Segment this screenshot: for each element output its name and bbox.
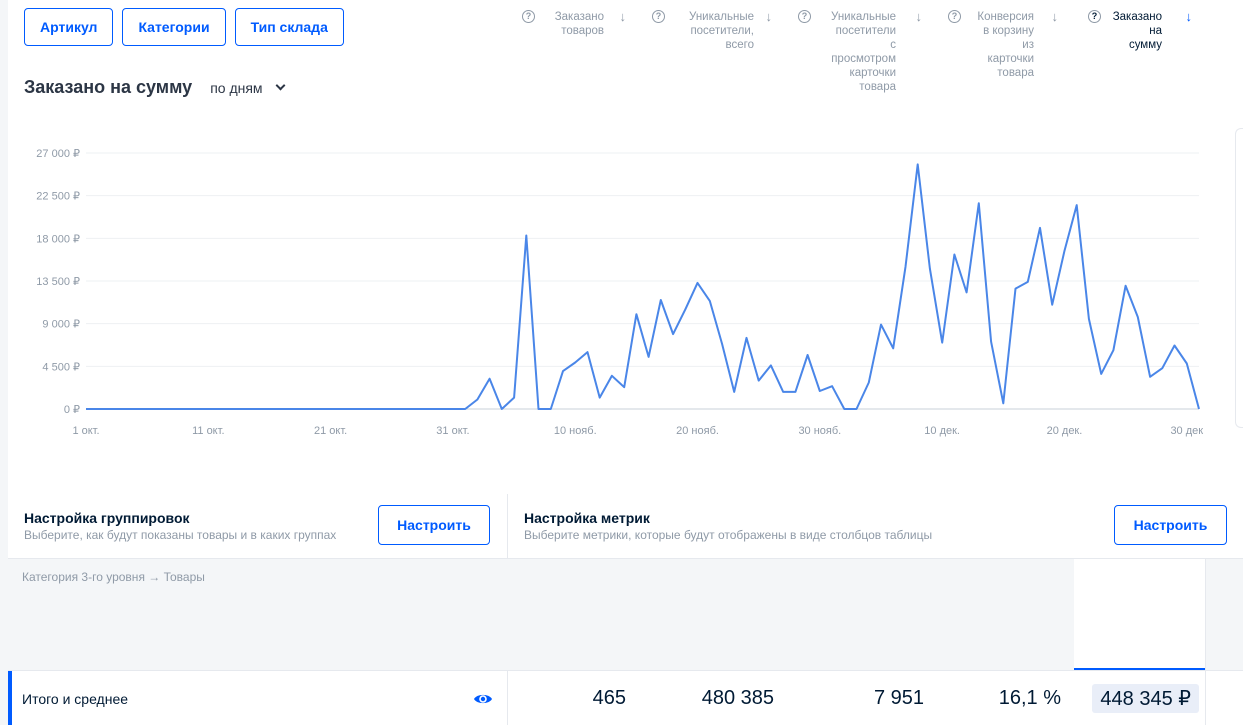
help-icon[interactable]: ? [798, 10, 811, 23]
y-tick-label: 27 000 ₽ [36, 148, 80, 160]
x-tick-label: 20 дек. [1047, 425, 1083, 437]
column-header-unique-visitors[interactable]: ? Уникальные посетители, всего ↓ [652, 10, 780, 52]
chart-header: Заказано на сумму по дням [24, 77, 286, 98]
table-row-total[interactable]: Итого и среднее 465 480 385 7 951 16,1 %… [8, 670, 1243, 725]
column-label: Заказано на сумму [1112, 11, 1162, 51]
active-column-bg [1074, 559, 1205, 670]
x-tick-label: 10 дек. [924, 425, 960, 437]
x-tick-label: 31 окт. [436, 425, 469, 437]
sort-arrow-icon[interactable]: ↓ [1051, 9, 1059, 24]
column-label: Заказано товаров [554, 11, 604, 37]
chart-side-panel [1235, 128, 1243, 428]
filter-article[interactable]: Артикул [24, 8, 114, 46]
sort-arrow-icon[interactable]: ↓ [765, 9, 773, 24]
period-select[interactable]: по дням [210, 79, 286, 96]
x-tick-label: 11 окт. [192, 425, 224, 437]
column-header-visitors-card-view[interactable]: ? Уникальные посетители с просмотром кар… [798, 10, 926, 94]
column-label: Уникальные посетители с просмотром карто… [831, 11, 896, 93]
total-visitors-card-view: 7 951 [873, 687, 924, 709]
column-header-cart-conversion[interactable]: ? Конверсия в корзину из карточки товара… [948, 10, 1064, 80]
orders-sum-chart: 0 ₽ 4 500 ₽ 9 000 ₽ 13 500 ₽ 18 000 ₽ 22 500 … [36, 148, 1203, 437]
column-separator [1205, 559, 1206, 725]
y-tick-label: 4 500 ₽ [42, 361, 80, 373]
sort-arrow-icon[interactable]: ↓ [915, 9, 923, 24]
filter-warehouse-type[interactable]: Тип склада [234, 8, 344, 46]
x-tick-label: 20 нояб. [676, 425, 719, 437]
x-tick-label: 21 окт. [314, 425, 347, 437]
configure-metrics-button[interactable]: Настроить [1114, 505, 1227, 545]
eye-icon[interactable] [473, 689, 493, 709]
y-tick-label: 9 000 ₽ [42, 319, 80, 331]
total-cart-conversion: 16,1 % [998, 687, 1061, 709]
sort-arrow-icon[interactable]: ↓ [619, 9, 627, 24]
x-tick-label: 30 нояб. [798, 425, 841, 437]
metric-settings-title: Настройка метрик [524, 510, 650, 526]
period-label: по дням [210, 79, 263, 96]
metric-settings-subtitle: Выберите метрики, которые будут отображе… [524, 528, 933, 542]
left-edge [0, 0, 8, 725]
y-tick-label: 0 ₽ [64, 404, 80, 416]
group-settings: Настройка группировок Выберите, как буду… [24, 510, 336, 542]
total-ordered-items: 465 [592, 687, 626, 709]
series-line [86, 163, 1200, 410]
x-tick-label: 10 нояб. [554, 425, 597, 437]
x-tick-label: 30 дек [1170, 425, 1203, 437]
column-header-ordered-items[interactable]: ? Заказано товаров ↓ [522, 10, 630, 38]
chart-title: Заказано на сумму [24, 77, 193, 97]
table-header: Категория 3-го уровня → Товары [8, 558, 1243, 670]
filter-bar: Артикул Категории Тип склада [24, 8, 344, 46]
filter-categories[interactable]: Категории [122, 8, 226, 46]
sort-arrow-active-icon[interactable]: ↓ [1185, 9, 1193, 24]
column-label: Уникальные посетители, всего [689, 11, 754, 51]
total-ordered-sum: 448 345 ₽ [1092, 684, 1199, 713]
metric-settings: Настройка метрик Выберите метрики, котор… [524, 510, 932, 542]
configure-groups-button[interactable]: Настроить [378, 505, 490, 545]
total-row-label: Итого и среднее [22, 691, 129, 707]
x-tick-label: 1 окт. [72, 425, 99, 437]
total-unique-visitors: 480 385 [701, 687, 774, 709]
column-label: Конверсия в корзину из карточки товара [977, 11, 1034, 79]
y-tick-label: 22 500 ₽ [36, 191, 80, 203]
help-icon[interactable]: ? [522, 10, 535, 23]
help-icon[interactable]: ? [1088, 10, 1101, 23]
chevron-down-icon [275, 80, 286, 91]
group-column-header: Категория 3-го уровня → Товары [22, 570, 205, 584]
y-tick-label: 18 000 ₽ [36, 233, 80, 245]
column-header-ordered-sum[interactable]: ? Заказано на сумму ↓ [1088, 10, 1196, 52]
help-icon[interactable]: ? [652, 10, 665, 23]
row-accent [8, 671, 12, 725]
active-column-indicator [1074, 668, 1205, 670]
group-settings-title: Настройка группировок [24, 510, 190, 526]
group-settings-subtitle: Выберите, как будут показаны товары и в … [24, 528, 337, 542]
y-tick-label: 13 500 ₽ [36, 276, 80, 288]
help-icon[interactable]: ? [948, 10, 961, 23]
